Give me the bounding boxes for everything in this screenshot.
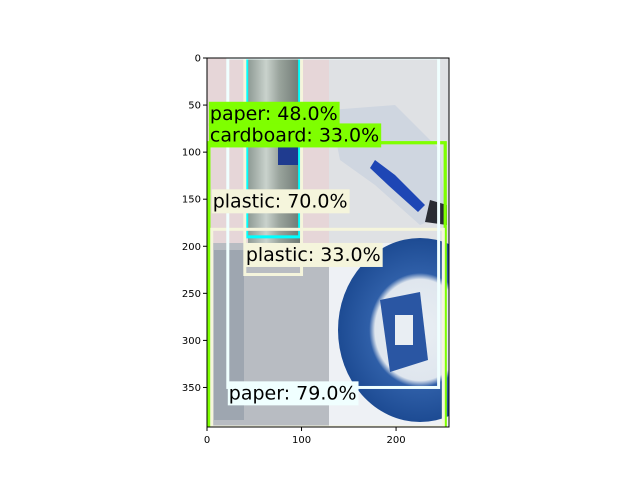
y-tick-label: 150 xyxy=(182,195,201,206)
y-tick-label: 0 xyxy=(195,54,201,65)
detection-label-text: paper: 48.0% xyxy=(210,103,338,125)
y-axis-ticks: 0 50 100 150 200 250 300 350 xyxy=(182,54,207,394)
detection-label: cardboard: 33.0% xyxy=(208,123,382,148)
y-tick-label: 300 xyxy=(182,336,201,347)
detection-label-text: plastic: 33.0% xyxy=(246,244,381,266)
detection-label: plastic: 33.0% xyxy=(244,242,383,267)
detection-label-background xyxy=(227,381,359,406)
x-axis-ticks: 0 100 200 xyxy=(204,427,406,446)
x-tick-label: 200 xyxy=(387,435,406,446)
y-tick-label: 200 xyxy=(182,242,201,253)
detection-labels: paper: 48.0%cardboard: 33.0% plastic: 70.… xyxy=(208,101,383,406)
y-tick-label: 100 xyxy=(182,148,201,159)
detection-label: paper: 48.0% xyxy=(208,101,340,126)
detection-label-text: plastic: 70.0% xyxy=(213,190,348,212)
detection-label: paper: 79.0% xyxy=(227,381,359,406)
detection-label-background xyxy=(208,101,340,126)
cap-logo-inner xyxy=(395,315,413,345)
detection-label-background xyxy=(211,189,350,214)
detection-label-text: paper: 79.0% xyxy=(229,382,357,404)
x-tick-label: 100 xyxy=(292,435,311,446)
detection-box xyxy=(245,58,302,239)
detection-label-background xyxy=(244,242,383,267)
detection-box xyxy=(210,227,445,427)
detection-label-background xyxy=(208,123,382,148)
y-tick-label: 50 xyxy=(188,101,201,112)
axes-frame xyxy=(206,57,450,428)
y-tick-label: 250 xyxy=(182,289,201,300)
detection-label-text: cardboard: 33.0% xyxy=(210,124,379,146)
y-tick-label: 350 xyxy=(182,383,201,394)
detection-label: plastic: 70.0% xyxy=(211,189,350,214)
dark-shadow xyxy=(425,200,447,225)
detection-box xyxy=(243,58,304,277)
blue-pen xyxy=(370,160,425,212)
x-tick-label: 0 xyxy=(204,435,210,446)
